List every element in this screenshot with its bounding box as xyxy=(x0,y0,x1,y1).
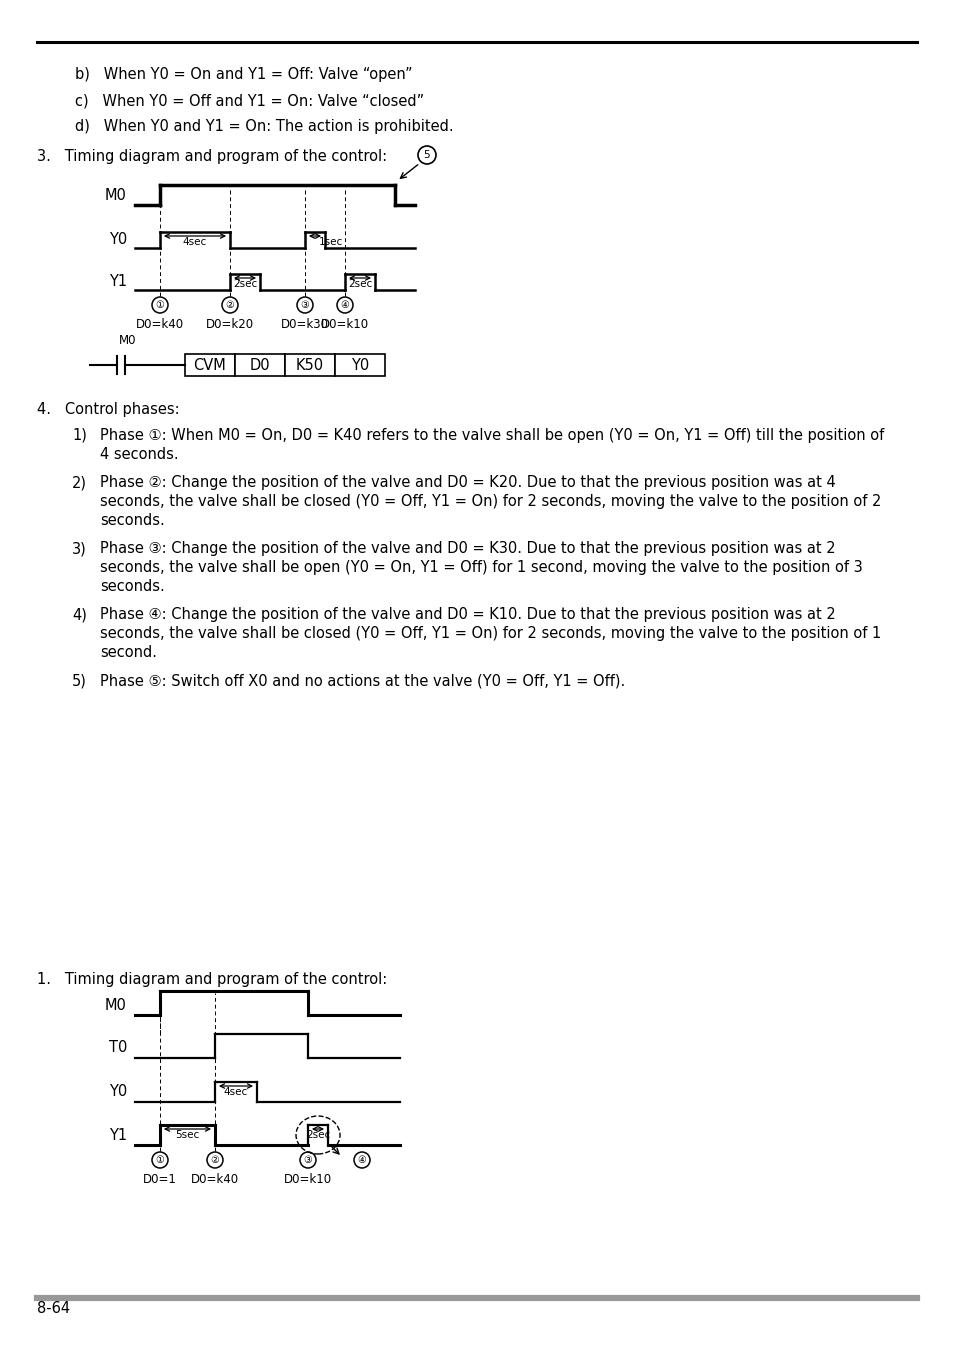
Text: ①: ① xyxy=(155,1156,164,1165)
Text: M0: M0 xyxy=(105,188,127,202)
Text: 4.   Control phases:: 4. Control phases: xyxy=(37,402,179,417)
Text: Phase ④: Change the position of the valve and D0 = K10. Due to that the previous: Phase ④: Change the position of the valv… xyxy=(100,608,835,622)
Text: 1.   Timing diagram and program of the control:: 1. Timing diagram and program of the con… xyxy=(37,972,387,987)
Text: 4 seconds.: 4 seconds. xyxy=(100,447,178,462)
Text: 4sec: 4sec xyxy=(224,1087,248,1098)
Bar xyxy=(335,354,385,377)
Text: ③: ③ xyxy=(303,1156,312,1165)
Text: 2): 2) xyxy=(71,475,87,490)
Text: ①: ① xyxy=(155,300,164,310)
Text: D0=k40: D0=k40 xyxy=(135,319,184,331)
Text: d)   When Y0 and Y1 = On: The action is prohibited.: d) When Y0 and Y1 = On: The action is pr… xyxy=(75,119,453,134)
Text: Y1: Y1 xyxy=(109,1127,127,1142)
Text: 2sec: 2sec xyxy=(306,1130,330,1139)
Text: Phase ③: Change the position of the valve and D0 = K30. Due to that the previous: Phase ③: Change the position of the valv… xyxy=(100,541,835,556)
Text: c)   When Y0 = Off and Y1 = On: Valve “closed”: c) When Y0 = Off and Y1 = On: Valve “clo… xyxy=(75,93,424,108)
Text: Phase ⑤: Switch off X0 and no actions at the valve (Y0 = Off, Y1 = Off).: Phase ⑤: Switch off X0 and no actions at… xyxy=(100,674,624,688)
Text: D0=k40: D0=k40 xyxy=(191,1173,239,1187)
Text: 4): 4) xyxy=(71,608,87,622)
Text: ④: ④ xyxy=(340,300,349,310)
Text: D0=1: D0=1 xyxy=(143,1173,176,1187)
Text: Y0: Y0 xyxy=(109,1084,127,1099)
Bar xyxy=(234,354,285,377)
Text: 2sec: 2sec xyxy=(348,279,372,289)
Text: D0: D0 xyxy=(250,358,270,373)
Text: Y1: Y1 xyxy=(109,274,127,289)
Text: seconds, the valve shall be closed (Y0 = Off, Y1 = On) for 2 seconds, moving the: seconds, the valve shall be closed (Y0 =… xyxy=(100,626,881,641)
Text: seconds, the valve shall be closed (Y0 = Off, Y1 = On) for 2 seconds, moving the: seconds, the valve shall be closed (Y0 =… xyxy=(100,494,881,509)
Text: D0=k10: D0=k10 xyxy=(320,319,369,331)
Text: 3.   Timing diagram and program of the control:: 3. Timing diagram and program of the con… xyxy=(37,148,387,163)
Text: ④: ④ xyxy=(357,1156,366,1165)
Text: 5sec: 5sec xyxy=(175,1130,199,1139)
Text: 1): 1) xyxy=(71,428,87,443)
Text: seconds.: seconds. xyxy=(100,579,165,594)
Text: K50: K50 xyxy=(295,358,324,373)
Text: 5: 5 xyxy=(423,150,430,161)
Text: ②: ② xyxy=(211,1156,219,1165)
Text: second.: second. xyxy=(100,645,157,660)
Text: 5): 5) xyxy=(71,674,87,688)
Text: Y0: Y0 xyxy=(109,232,127,247)
Text: b)   When Y0 = On and Y1 = Off: Valve “open”: b) When Y0 = On and Y1 = Off: Valve “ope… xyxy=(75,68,413,82)
Text: 1sec: 1sec xyxy=(318,238,343,247)
Text: 3): 3) xyxy=(71,541,87,556)
Text: T0: T0 xyxy=(109,1041,127,1056)
Text: D0=k20: D0=k20 xyxy=(206,319,253,331)
Text: 2sec: 2sec xyxy=(233,279,257,289)
Text: Y0: Y0 xyxy=(351,358,369,373)
Text: seconds, the valve shall be open (Y0 = On, Y1 = Off) for 1 second, moving the va: seconds, the valve shall be open (Y0 = O… xyxy=(100,560,862,575)
Text: ③: ③ xyxy=(300,300,309,310)
Text: M0: M0 xyxy=(105,998,127,1012)
Text: 4sec: 4sec xyxy=(183,238,207,247)
Text: ②: ② xyxy=(226,300,234,310)
Text: D0=k10: D0=k10 xyxy=(284,1173,332,1187)
Text: M0: M0 xyxy=(119,333,136,347)
Text: Phase ①: When M0 = On, D0 = K40 refers to the valve shall be open (Y0 = On, Y1 =: Phase ①: When M0 = On, D0 = K40 refers t… xyxy=(100,428,883,443)
Text: CVM: CVM xyxy=(193,358,226,373)
Text: seconds.: seconds. xyxy=(100,513,165,528)
Bar xyxy=(185,354,234,377)
Bar xyxy=(285,354,335,377)
Text: Phase ②: Change the position of the valve and D0 = K20. Due to that the previous: Phase ②: Change the position of the valv… xyxy=(100,475,835,490)
Text: 8-64: 8-64 xyxy=(37,1301,71,1316)
Text: D0=k30: D0=k30 xyxy=(281,319,329,331)
